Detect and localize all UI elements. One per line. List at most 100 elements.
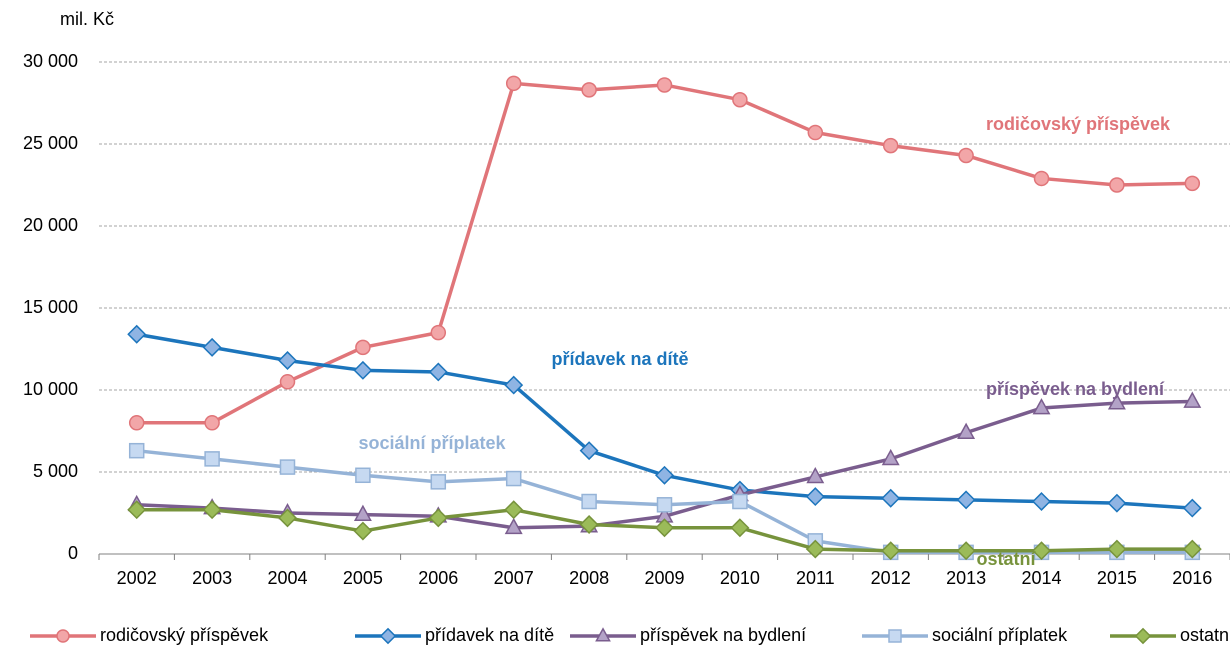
marker [279, 374, 296, 390]
marker [428, 508, 448, 528]
series-annotation: ostatní [976, 549, 1036, 569]
y-tick-label: 10 000 [23, 379, 78, 399]
marker [655, 465, 674, 485]
marker [579, 515, 599, 534]
y-tick-label: 30 000 [23, 51, 78, 71]
marker [888, 629, 902, 643]
y-tick-label: 15 000 [23, 297, 78, 317]
x-tick-label: 2009 [644, 568, 684, 588]
marker [595, 627, 611, 642]
marker [656, 497, 673, 513]
marker [805, 539, 825, 559]
x-tick-label: 2014 [1021, 568, 1061, 588]
marker [504, 375, 524, 395]
legend-label: ostatní [1180, 625, 1230, 645]
legend-item: příspěvek na bydlení [570, 625, 806, 645]
legend-item: rodičovský příspěvek [30, 625, 269, 645]
y-tick-label: 20 000 [23, 215, 78, 235]
legend-label: přídavek na dítě [425, 625, 554, 645]
marker [1182, 539, 1202, 559]
legend-label: příspěvek na bydlení [640, 625, 806, 645]
marker [581, 82, 597, 98]
x-tick-label: 2013 [946, 568, 986, 588]
marker [56, 629, 70, 643]
marker [202, 337, 222, 357]
marker [353, 521, 373, 541]
marker [127, 324, 147, 344]
marker [279, 459, 296, 475]
marker [428, 362, 448, 382]
x-tick-label: 2008 [569, 568, 609, 588]
series-line [136, 81, 1193, 425]
marker [655, 518, 674, 538]
marker [956, 541, 976, 561]
marker [581, 493, 597, 510]
y-tick-label: 25 000 [23, 133, 78, 153]
marker [1182, 498, 1202, 518]
marker [128, 442, 145, 459]
marker [881, 488, 901, 508]
marker [1107, 493, 1127, 513]
marker [1032, 398, 1051, 415]
marker [1032, 492, 1051, 511]
marker [127, 500, 147, 520]
x-tick-label: 2012 [871, 568, 911, 588]
x-tick-label: 2002 [117, 568, 157, 588]
marker [881, 448, 900, 466]
marker [430, 324, 447, 341]
x-tick-label: 2005 [343, 568, 383, 588]
marker [204, 415, 220, 431]
marker [957, 422, 976, 439]
marker [805, 487, 825, 507]
marker [656, 77, 673, 93]
legend-label: sociální příplatek [932, 625, 1068, 645]
marker [202, 500, 222, 520]
x-tick-label: 2016 [1172, 568, 1212, 588]
series-annotation: rodičovský příspěvek [986, 114, 1171, 134]
legend-item: sociální příplatek [862, 625, 1068, 645]
marker [353, 504, 372, 521]
marker [956, 490, 976, 510]
marker [1134, 627, 1152, 645]
marker [505, 75, 522, 92]
marker [1107, 393, 1126, 410]
marker [882, 137, 899, 154]
x-tick-label: 2015 [1097, 568, 1137, 588]
marker [806, 466, 825, 484]
marker [278, 508, 297, 528]
y-tick-label: 0 [68, 543, 78, 563]
marker [579, 441, 599, 461]
marker [732, 91, 748, 108]
marker [204, 451, 220, 467]
legend-item: ostatní [1110, 625, 1230, 645]
x-tick-label: 2004 [267, 568, 307, 588]
marker [504, 517, 523, 535]
marker [355, 339, 371, 356]
marker [353, 360, 373, 380]
marker [1107, 539, 1127, 559]
x-tick-label: 2003 [192, 568, 232, 588]
x-tick-label: 2010 [720, 568, 760, 588]
series-annotation: příspěvek na bydlení [986, 379, 1165, 399]
legend-label: rodičovský příspěvek [100, 625, 269, 645]
series-annotation: sociální příplatek [358, 433, 506, 453]
marker [730, 518, 750, 538]
marker [1184, 175, 1201, 192]
legend-item: přídavek na dítě [355, 625, 554, 645]
marker [504, 500, 524, 520]
marker [807, 124, 824, 141]
y-tick-label: 5 000 [33, 461, 78, 481]
marker [881, 541, 901, 561]
marker [1183, 391, 1202, 408]
marker [732, 493, 748, 510]
marker [1109, 177, 1125, 193]
marker [355, 467, 371, 484]
series-annotation: přídavek na dítě [551, 349, 688, 369]
marker [278, 351, 297, 370]
marker [1032, 541, 1051, 561]
marker [1033, 170, 1050, 187]
y-axis-label: mil. Kč [60, 9, 114, 29]
marker [430, 474, 447, 490]
x-tick-label: 2011 [796, 568, 835, 588]
